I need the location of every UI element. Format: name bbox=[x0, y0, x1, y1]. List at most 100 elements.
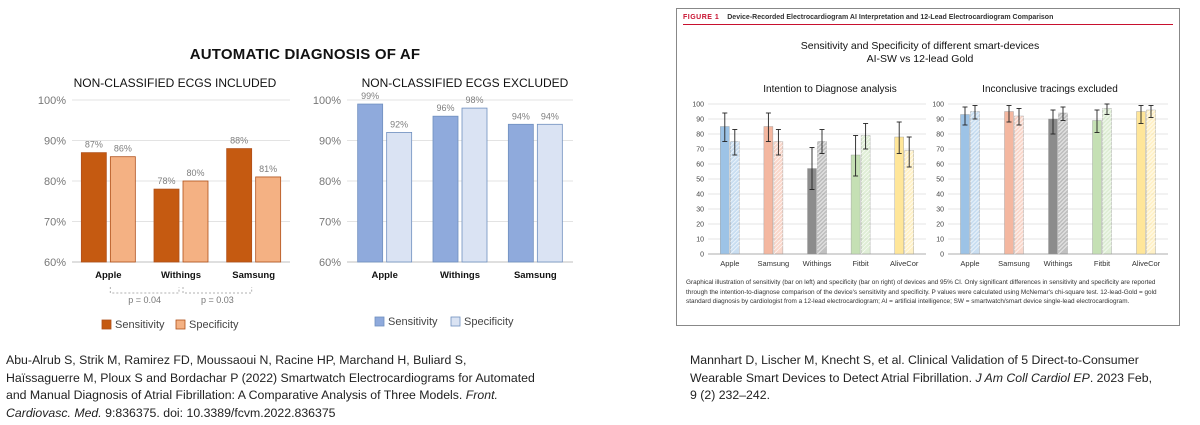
bar-hatch bbox=[1014, 216, 1024, 227]
bar-hatch bbox=[904, 204, 914, 215]
supertitle-line1: Sensitivity and Specificity of different… bbox=[800, 40, 1040, 52]
bar-hatch bbox=[817, 232, 827, 243]
y-tick-label: 90% bbox=[319, 136, 341, 148]
bar-hatch bbox=[1058, 228, 1068, 239]
bar-hatch bbox=[970, 184, 980, 195]
bar-hatch bbox=[970, 111, 974, 115]
y-tick-label: 80 bbox=[696, 132, 704, 139]
bar-hatch bbox=[904, 208, 914, 219]
bar-hatch bbox=[730, 240, 740, 251]
bar-hatch bbox=[730, 196, 740, 207]
main-title: AUTOMATIC DIAGNOSIS OF AF bbox=[189, 46, 421, 63]
bar-hatch bbox=[773, 176, 784, 187]
bar-sensitivity-fitbit bbox=[1092, 120, 1102, 255]
bar-hatch bbox=[1058, 208, 1068, 219]
bar-hatch bbox=[1146, 140, 1156, 151]
y-tick-label: 90 bbox=[936, 117, 944, 124]
bar-hatch bbox=[773, 208, 784, 219]
bar-hatch bbox=[817, 228, 827, 239]
bar-hatch bbox=[1058, 240, 1068, 251]
bar-hatch bbox=[1146, 144, 1156, 155]
bar-sensitivity-samsung bbox=[226, 148, 253, 263]
bar-hatch bbox=[1014, 132, 1024, 143]
bar-hatch bbox=[1102, 212, 1112, 223]
bar-hatch bbox=[773, 244, 784, 255]
bar-hatch bbox=[860, 184, 871, 195]
bar-specificity-apple bbox=[386, 132, 413, 263]
chart-excluded: 60% 70% 80% 90% 100% 99% 92% Apple 96% 98% Withing… bbox=[313, 91, 573, 328]
bar-hatch bbox=[817, 204, 827, 215]
y-tick-label: 60% bbox=[319, 257, 341, 269]
bar-hatch bbox=[1102, 160, 1112, 171]
bar-hatch bbox=[1058, 244, 1068, 255]
y-tick-label: 100% bbox=[313, 95, 341, 107]
bar-hatch bbox=[1058, 172, 1068, 183]
bar-hatch bbox=[970, 192, 980, 203]
bar-hatch bbox=[1146, 200, 1156, 211]
bar-specificity-withings bbox=[182, 180, 209, 263]
bar-hatch bbox=[817, 172, 827, 183]
y-tick-label: 10 bbox=[936, 237, 944, 244]
bar-hatch bbox=[730, 184, 740, 195]
bar-hatch bbox=[860, 228, 871, 239]
bar-hatch bbox=[904, 188, 914, 199]
bar-hatch bbox=[1102, 108, 1105, 111]
bar-hatch bbox=[1014, 212, 1024, 223]
bar-hatch bbox=[1058, 148, 1068, 159]
y-tick-label: 40 bbox=[696, 192, 704, 199]
bar-hatch bbox=[817, 176, 827, 187]
bar-hatch bbox=[1146, 109, 1151, 115]
bar-hatch bbox=[1146, 240, 1156, 251]
bar-hatch bbox=[860, 196, 871, 207]
legend-swatch-sensitivity bbox=[374, 316, 385, 327]
bar-hatch bbox=[970, 176, 980, 187]
bar-hatch bbox=[1102, 236, 1112, 247]
bar-hatch bbox=[1058, 192, 1068, 203]
bar-hatch bbox=[817, 160, 827, 171]
y-tick-label: 100 bbox=[932, 102, 944, 109]
bar-hatch bbox=[904, 180, 914, 191]
y-tick-label: 20 bbox=[936, 222, 944, 229]
bar-hatch bbox=[1102, 132, 1112, 143]
bar-hatch bbox=[904, 196, 914, 207]
bar-hatch bbox=[1058, 116, 1068, 127]
data-label: 80% bbox=[186, 168, 204, 178]
bar-hatch bbox=[730, 180, 740, 191]
bar-hatch bbox=[860, 192, 871, 203]
bar-hatch bbox=[970, 128, 980, 139]
bar-sensitivity-apple bbox=[80, 152, 107, 263]
bar-hatch bbox=[773, 216, 784, 227]
bar-hatch bbox=[1146, 216, 1156, 227]
bar-hatch bbox=[1014, 196, 1024, 207]
bar-hatch bbox=[1014, 192, 1024, 203]
bar-hatch bbox=[1102, 148, 1112, 159]
bar-hatch bbox=[730, 188, 740, 199]
right-citation-line2-post: . 2023 Feb, bbox=[1089, 370, 1153, 385]
bar-hatch bbox=[817, 200, 827, 211]
legend-swatch-sensitivity bbox=[101, 319, 112, 330]
bar-hatch bbox=[1058, 164, 1068, 175]
bar-sensitivity-withings bbox=[153, 188, 180, 263]
bar-hatch bbox=[773, 228, 784, 239]
bar-hatch bbox=[1014, 244, 1024, 255]
figure-supertitle: Sensitivity and Specificity of different… bbox=[700, 40, 1140, 66]
bar-sensitivity-withings bbox=[432, 115, 459, 263]
bar-hatch bbox=[904, 184, 914, 195]
bar-sensitivity-samsung bbox=[507, 123, 534, 263]
bar-hatch bbox=[1146, 164, 1156, 175]
bar-hatch bbox=[1014, 140, 1024, 151]
bar-hatch bbox=[970, 140, 980, 151]
right-citation-line3: 9 (2) 232–242. bbox=[690, 388, 770, 402]
bar-hatch bbox=[817, 192, 827, 203]
bar-hatch bbox=[1102, 232, 1112, 243]
bar-hatch bbox=[1102, 188, 1112, 199]
bar-hatch bbox=[1058, 124, 1068, 135]
y-tick-label: 10 bbox=[696, 237, 704, 244]
bar-hatch bbox=[904, 164, 914, 175]
bar-hatch bbox=[1014, 168, 1024, 179]
bar-hatch bbox=[730, 224, 740, 235]
bar-hatch bbox=[860, 208, 871, 219]
bar-hatch bbox=[1058, 120, 1068, 131]
bar-hatch bbox=[860, 156, 871, 167]
bar-hatch bbox=[730, 200, 740, 211]
